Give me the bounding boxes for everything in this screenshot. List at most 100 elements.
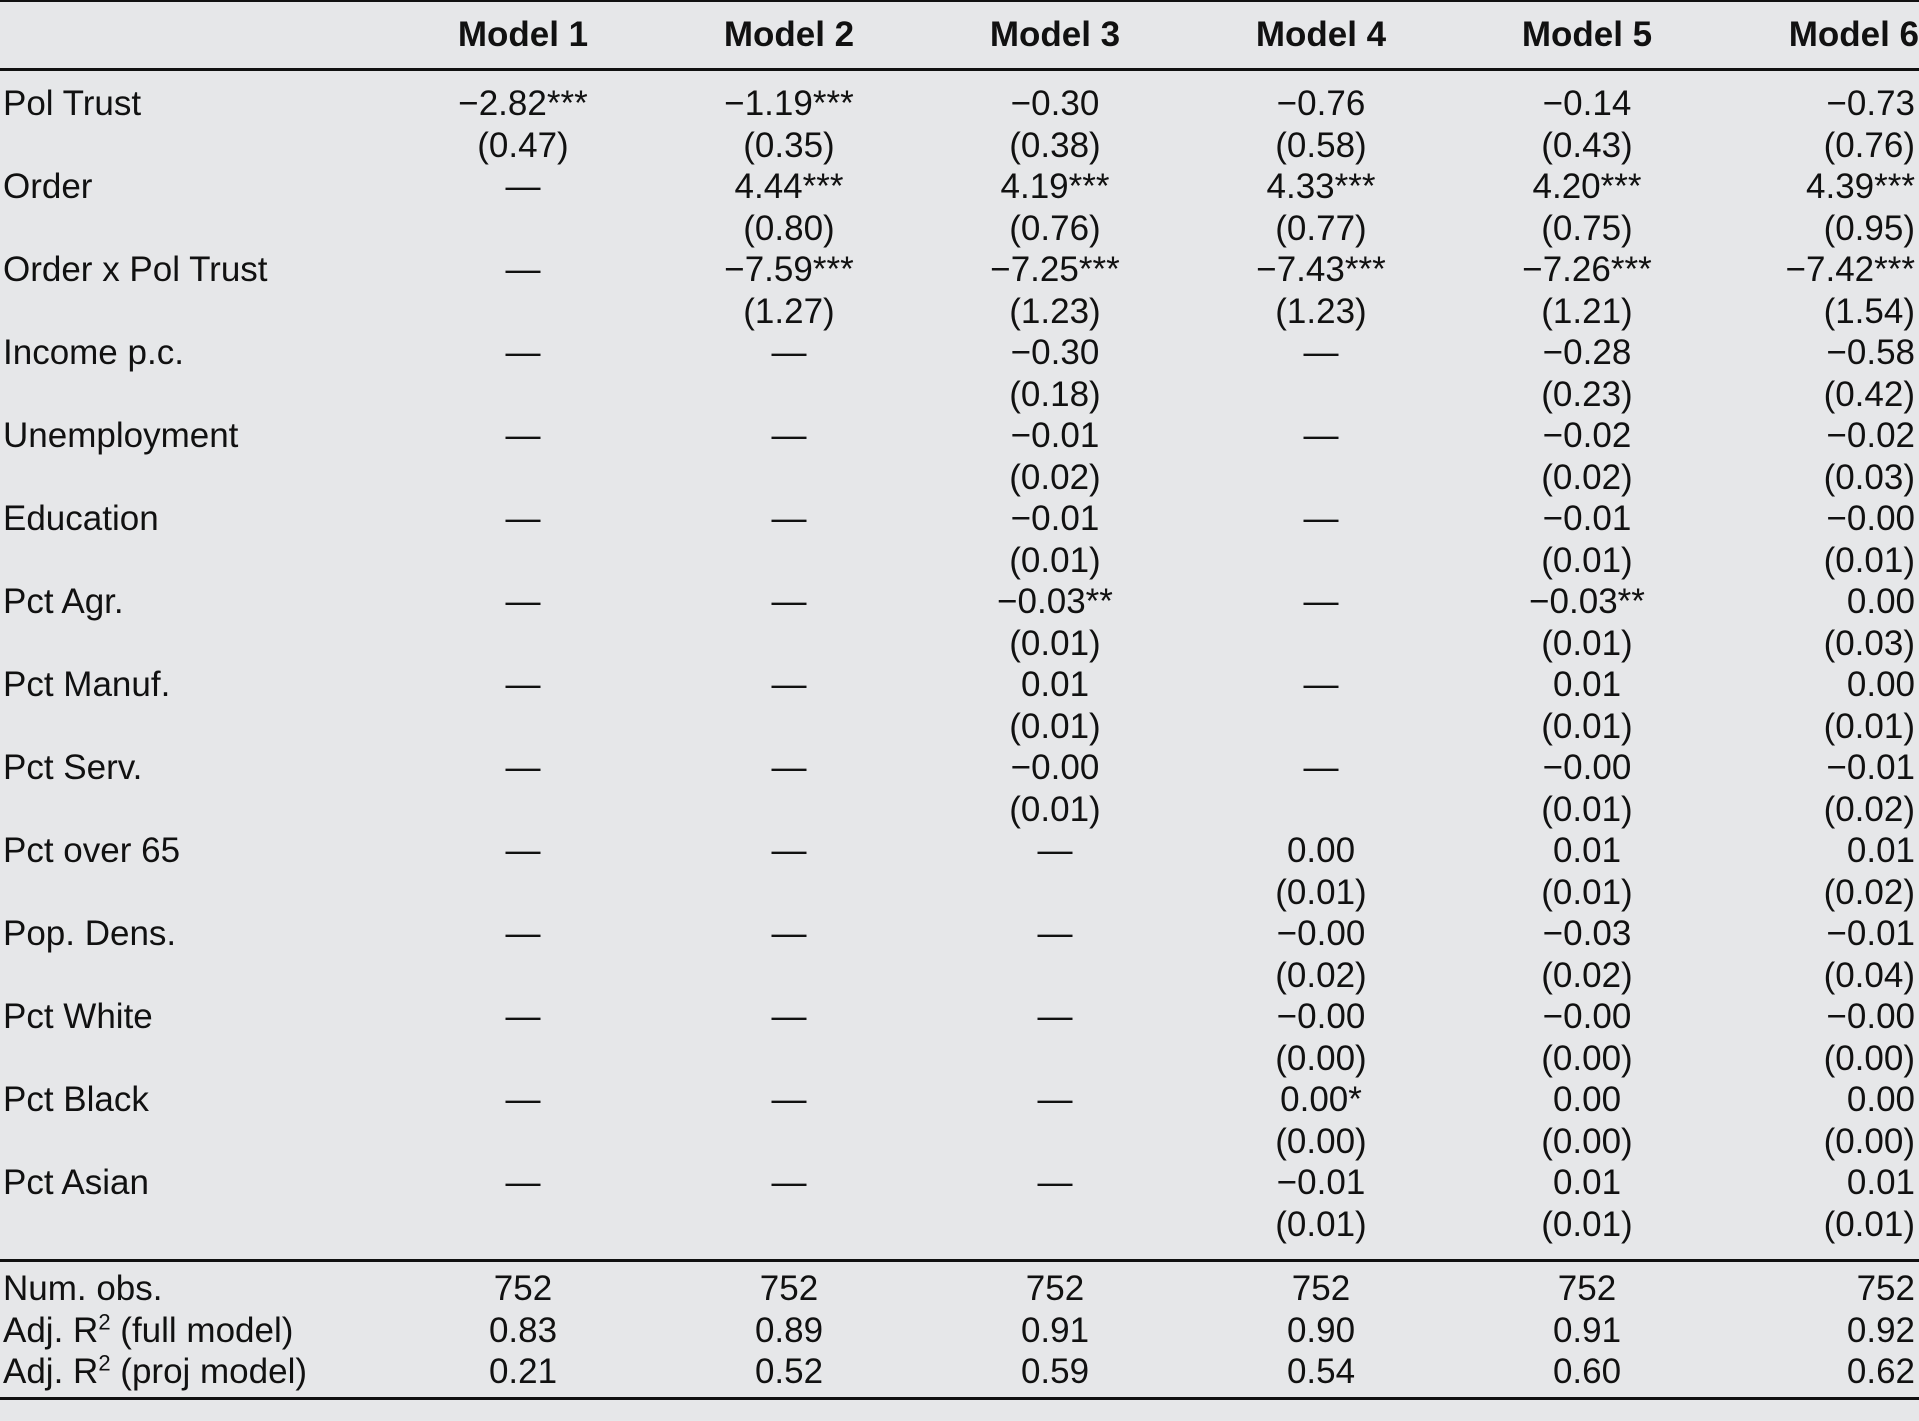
standard-error-cell: (0.02) bbox=[1009, 457, 1101, 497]
row-label: Pop. Dens. bbox=[3, 914, 177, 953]
coefficient-cell: — bbox=[505, 582, 541, 621]
standard-error-cell: (0.18) bbox=[1009, 374, 1101, 414]
table-row: (0.01) (0.01) (0.01) bbox=[0, 1204, 1919, 1261]
row-label: Pct White bbox=[3, 997, 153, 1036]
standard-error-cell bbox=[390, 1121, 656, 1163]
standard-error-cell bbox=[1188, 374, 1454, 416]
row-label-spacer bbox=[0, 1121, 390, 1163]
stat-value-cell: 0.89 bbox=[754, 1310, 824, 1350]
standard-error-cell: (0.01) bbox=[1541, 1204, 1633, 1244]
row-label: Pol Trust bbox=[3, 84, 142, 123]
standard-error-cell: (0.01) bbox=[1823, 1204, 1915, 1244]
coefficient-cell: −0.00 bbox=[1010, 748, 1100, 787]
row-label: Pct Asian bbox=[3, 1163, 149, 1202]
standard-error-cell bbox=[390, 1204, 656, 1261]
coefficient-cell: — bbox=[1303, 665, 1339, 704]
coefficient-cell: — bbox=[1037, 997, 1073, 1036]
table-row: Unemployment — — −0.01 — −0.02 −0.02 bbox=[0, 415, 1919, 457]
table-header: Model 1 Model 2 Model 3 Model 4 Model 5 … bbox=[0, 0, 1919, 71]
coefficient-cell: — bbox=[1037, 914, 1073, 953]
stat-value-cell: 752 bbox=[1720, 1259, 1919, 1310]
coefficient-cell: 0.01 bbox=[1552, 665, 1622, 704]
row-label-spacer bbox=[0, 291, 390, 333]
coefficient-cell: — bbox=[771, 831, 807, 870]
header-model-6: Model 6 bbox=[1720, 0, 1919, 71]
stat-value-cell: 752 bbox=[656, 1259, 922, 1310]
coefficient-cell: −0.00 bbox=[1826, 499, 1915, 538]
standard-error-cell bbox=[1188, 706, 1454, 748]
coefficient-cell: — bbox=[1303, 748, 1339, 787]
coefficient-cell: −0.01 bbox=[1010, 416, 1100, 455]
row-label: Pct Agr. bbox=[3, 582, 124, 621]
standard-error-cell bbox=[656, 789, 922, 831]
row-label: Income p.c. bbox=[3, 333, 184, 372]
table-row: (0.01) (0.01) (0.02) bbox=[0, 872, 1919, 914]
standard-error-cell: (0.01) bbox=[1275, 872, 1367, 912]
row-label: Pct Black bbox=[3, 1080, 149, 1119]
row-label-spacer bbox=[0, 1038, 390, 1080]
table-row: (0.00) (0.00) (0.00) bbox=[0, 1038, 1919, 1080]
coefficient-cell: — bbox=[771, 914, 807, 953]
coefficient-cell: 0.00 bbox=[1552, 1080, 1622, 1119]
header-model-2: Model 2 bbox=[656, 0, 922, 71]
standard-error-cell: (1.21) bbox=[1541, 291, 1633, 331]
coefficient-cell: — bbox=[1303, 582, 1339, 621]
coefficient-cell: −7.59*** bbox=[724, 250, 854, 289]
table-row: Pct Black — — — 0.00* 0.00 0.00 bbox=[0, 1079, 1919, 1121]
standard-error-cell: (0.00) bbox=[1275, 1038, 1367, 1078]
stat-value-cell: 0.52 bbox=[656, 1351, 922, 1400]
row-label: Education bbox=[3, 499, 159, 538]
row-label-spacer bbox=[0, 872, 390, 914]
coefficient-cell: — bbox=[771, 333, 807, 372]
stat-label-superscript: 2 bbox=[98, 1308, 111, 1334]
coefficient-cell: — bbox=[1037, 1080, 1073, 1119]
header-model-4: Model 4 bbox=[1188, 0, 1454, 71]
coefficient-cell: −0.03 bbox=[1542, 914, 1632, 953]
coefficient-cell: 4.39*** bbox=[1806, 167, 1915, 206]
stat-label-rest: (proj model) bbox=[110, 1352, 308, 1391]
table-row: (0.01) (0.01) (0.01) bbox=[0, 540, 1919, 582]
coefficient-cell: −0.28 bbox=[1542, 333, 1632, 372]
row-label: Pct over 65 bbox=[3, 831, 181, 870]
coefficient-cell: 0.01 bbox=[1020, 665, 1090, 704]
coefficient-cell: −0.02 bbox=[1542, 416, 1632, 455]
row-label: Pct Manuf. bbox=[3, 665, 171, 704]
standard-error-cell: (0.43) bbox=[1541, 125, 1633, 165]
coefficient-cell: −7.43*** bbox=[1256, 250, 1386, 289]
stat-value-cell: 752 bbox=[922, 1259, 1188, 1310]
table-row: (0.80) (0.76) (0.77) (0.75) (0.95) bbox=[0, 208, 1919, 250]
standard-error-cell bbox=[390, 540, 656, 582]
stat-value-cell: 752 bbox=[390, 1259, 656, 1310]
header-row: Model 1 Model 2 Model 3 Model 4 Model 5 … bbox=[0, 0, 1919, 71]
stat-value-cell: 0.91 bbox=[1020, 1310, 1090, 1350]
row-label-spacer bbox=[0, 457, 390, 499]
coefficient-cell: — bbox=[771, 1163, 807, 1202]
stat-value-cell: 0.59 bbox=[922, 1351, 1188, 1400]
coefficient-cell: −0.01 bbox=[1826, 748, 1915, 787]
standard-error-cell: (1.54) bbox=[1823, 291, 1915, 331]
coefficient-cell: −0.01 bbox=[1826, 914, 1915, 953]
standard-error-cell: (0.01) bbox=[1823, 540, 1915, 580]
standard-error-cell bbox=[390, 291, 656, 333]
coefficient-cell: — bbox=[771, 416, 807, 455]
coefficient-cell: −0.00 bbox=[1826, 997, 1915, 1036]
row-label-spacer bbox=[0, 955, 390, 997]
coefficient-cell: −0.76 bbox=[1276, 84, 1366, 123]
table-row: (0.00) (0.00) (0.00) bbox=[0, 1121, 1919, 1163]
standard-error-cell: (0.01) bbox=[1541, 706, 1633, 746]
coefficient-cell: — bbox=[505, 831, 541, 870]
table-row: (0.01) (0.01) (0.03) bbox=[0, 623, 1919, 665]
stat-value-cell: 0.60 bbox=[1454, 1351, 1720, 1400]
standard-error-cell bbox=[390, 623, 656, 665]
table-row: Adj. R2 (proj model) 0.21 0.52 0.59 0.54 0.60… bbox=[0, 1351, 1919, 1400]
stat-value-cell: 0.90 bbox=[1286, 1310, 1356, 1350]
stat-value-cell: 0.83 bbox=[488, 1310, 558, 1350]
standard-error-cell bbox=[1188, 540, 1454, 582]
row-label-spacer bbox=[0, 789, 390, 831]
statistics-body: Num. obs. 752 752 752 752 752 752 Adj. R2 (full… bbox=[0, 1259, 1919, 1400]
coefficient-cell: −7.25*** bbox=[990, 250, 1120, 289]
row-label: Pct Serv. bbox=[3, 748, 143, 787]
coefficient-cell: −0.58 bbox=[1826, 333, 1915, 372]
coefficient-cell: — bbox=[505, 1163, 541, 1202]
